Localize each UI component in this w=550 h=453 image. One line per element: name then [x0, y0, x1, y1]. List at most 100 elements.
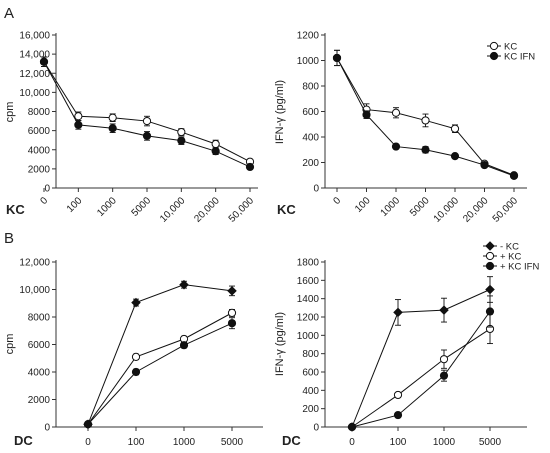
chart-3: 0 2000 4000 6000 8000 10,000 12,000 0 100 1000 500… — [4, 258, 263, 448]
data-point — [39, 57, 49, 66]
x-tick-label: 20,000 — [192, 195, 222, 225]
x-tick-label: 50,000 — [227, 195, 257, 225]
data-point — [108, 113, 117, 122]
y-tick-label: 800 — [302, 82, 319, 93]
data-point — [227, 286, 237, 296]
y-tick-label: 600 — [302, 368, 319, 379]
x-tick-label: 1000 — [379, 195, 403, 219]
data-point — [347, 422, 357, 432]
y-tick-label: 6000 — [28, 340, 51, 351]
y-tick-label: 1000 — [297, 56, 320, 67]
y-tick-label: 12,000 — [19, 69, 50, 80]
chart-4: 0 200 400 600 800 1000 1200 1400 1600 1800 0 100 100… — [274, 241, 539, 448]
x-tick-label: 0 — [331, 195, 343, 207]
data-point — [421, 145, 430, 154]
series-line — [351, 289, 491, 428]
data-point — [177, 127, 186, 137]
series-2 — [39, 56, 255, 172]
data-point — [74, 120, 83, 129]
series-line — [87, 322, 233, 425]
y-tick-label: 1200 — [297, 31, 320, 42]
x-tick-label: 0 — [85, 437, 91, 448]
data-point — [485, 284, 495, 295]
series-1 — [83, 279, 237, 430]
y-tick-label: 1600 — [297, 276, 320, 287]
series-1 — [332, 49, 519, 180]
legend-marker — [489, 41, 499, 51]
legend-label: + KC — [500, 252, 522, 263]
y-tick-label: 10,000 — [19, 88, 50, 99]
x-axis-title: KC — [277, 202, 296, 217]
series-line — [351, 328, 491, 428]
y-tick-label: 1800 — [297, 258, 320, 269]
x-tick-label: 0 — [38, 195, 50, 207]
legend-marker — [489, 51, 499, 61]
x-tick-label: 5000 — [479, 437, 502, 448]
data-point — [179, 341, 189, 350]
series-1 — [347, 276, 495, 432]
y-tick-label: 0 — [44, 423, 50, 434]
legend-label: + KC IFN — [500, 262, 539, 273]
series-line — [87, 312, 233, 425]
data-point — [227, 319, 237, 328]
data-point — [439, 371, 449, 380]
x-tick-label: 100 — [128, 437, 145, 448]
y-tick-label: 14,000 — [19, 50, 50, 61]
data-point — [393, 410, 403, 420]
data-point — [450, 124, 460, 133]
x-tick-label: 100 — [353, 195, 373, 215]
y-tick-label: 0 — [313, 423, 319, 434]
x-tick-label: 20,000 — [461, 195, 491, 225]
legend-label: KC — [504, 42, 517, 53]
data-point — [131, 297, 141, 308]
y-tick-label: 1400 — [297, 294, 320, 305]
y-tick-label: 16,000 — [19, 31, 50, 42]
data-point — [227, 308, 237, 317]
y-axis-title: cpm — [4, 102, 16, 123]
data-point — [108, 124, 117, 133]
y-tick-label: 200 — [302, 404, 319, 415]
chart-1: 0 2000 4000 6000 8000 10,000 12,000 14,000 16,00… — [4, 31, 258, 225]
panel-label-a: A — [4, 5, 14, 22]
data-point — [393, 390, 403, 400]
y-tick-label: 0 — [313, 184, 319, 195]
y-tick-label: 12,000 — [19, 258, 50, 269]
y-axis-title: IFN-γ (pg/ml) — [274, 80, 286, 144]
data-point — [211, 147, 220, 156]
y-tick-label: 2000 — [28, 395, 51, 406]
data-point — [391, 108, 401, 117]
data-point — [142, 116, 152, 126]
legend: - KC+ KC+ KC IFN — [483, 241, 539, 273]
y-tick-label: 1000 — [297, 331, 320, 342]
series-2 — [83, 308, 237, 429]
series-1 — [39, 56, 255, 166]
series-2 — [347, 313, 495, 432]
data-point — [450, 152, 460, 161]
data-point — [211, 139, 220, 149]
charts-group: 0200040006000800010,00012,00014,00016,00… — [4, 31, 539, 449]
series-line — [87, 284, 233, 425]
x-tick-label: 10,000 — [432, 195, 462, 225]
data-point — [131, 352, 141, 361]
y-tick-label: 8000 — [28, 313, 51, 324]
legend-marker — [485, 241, 495, 251]
series-3 — [347, 295, 495, 432]
data-point — [439, 355, 449, 364]
y-tick-label: 400 — [302, 133, 319, 144]
data-point — [439, 305, 449, 315]
data-point — [391, 142, 401, 151]
data-point — [509, 171, 519, 180]
legend-label: KC IFN — [504, 52, 535, 63]
y-tick-label: 800 — [302, 349, 319, 360]
y-tick-label: 1200 — [297, 313, 320, 324]
y-tick-label: 0 — [44, 184, 50, 195]
data-point — [421, 116, 430, 125]
x-tick-label: 1000 — [95, 195, 119, 219]
x-tick-label: 100 — [390, 437, 407, 448]
y-axis-title: IFN-γ (pg/ml) — [274, 312, 286, 376]
data-point — [485, 307, 495, 316]
data-point — [362, 110, 371, 119]
x-tick-label: 50,000 — [491, 195, 521, 225]
